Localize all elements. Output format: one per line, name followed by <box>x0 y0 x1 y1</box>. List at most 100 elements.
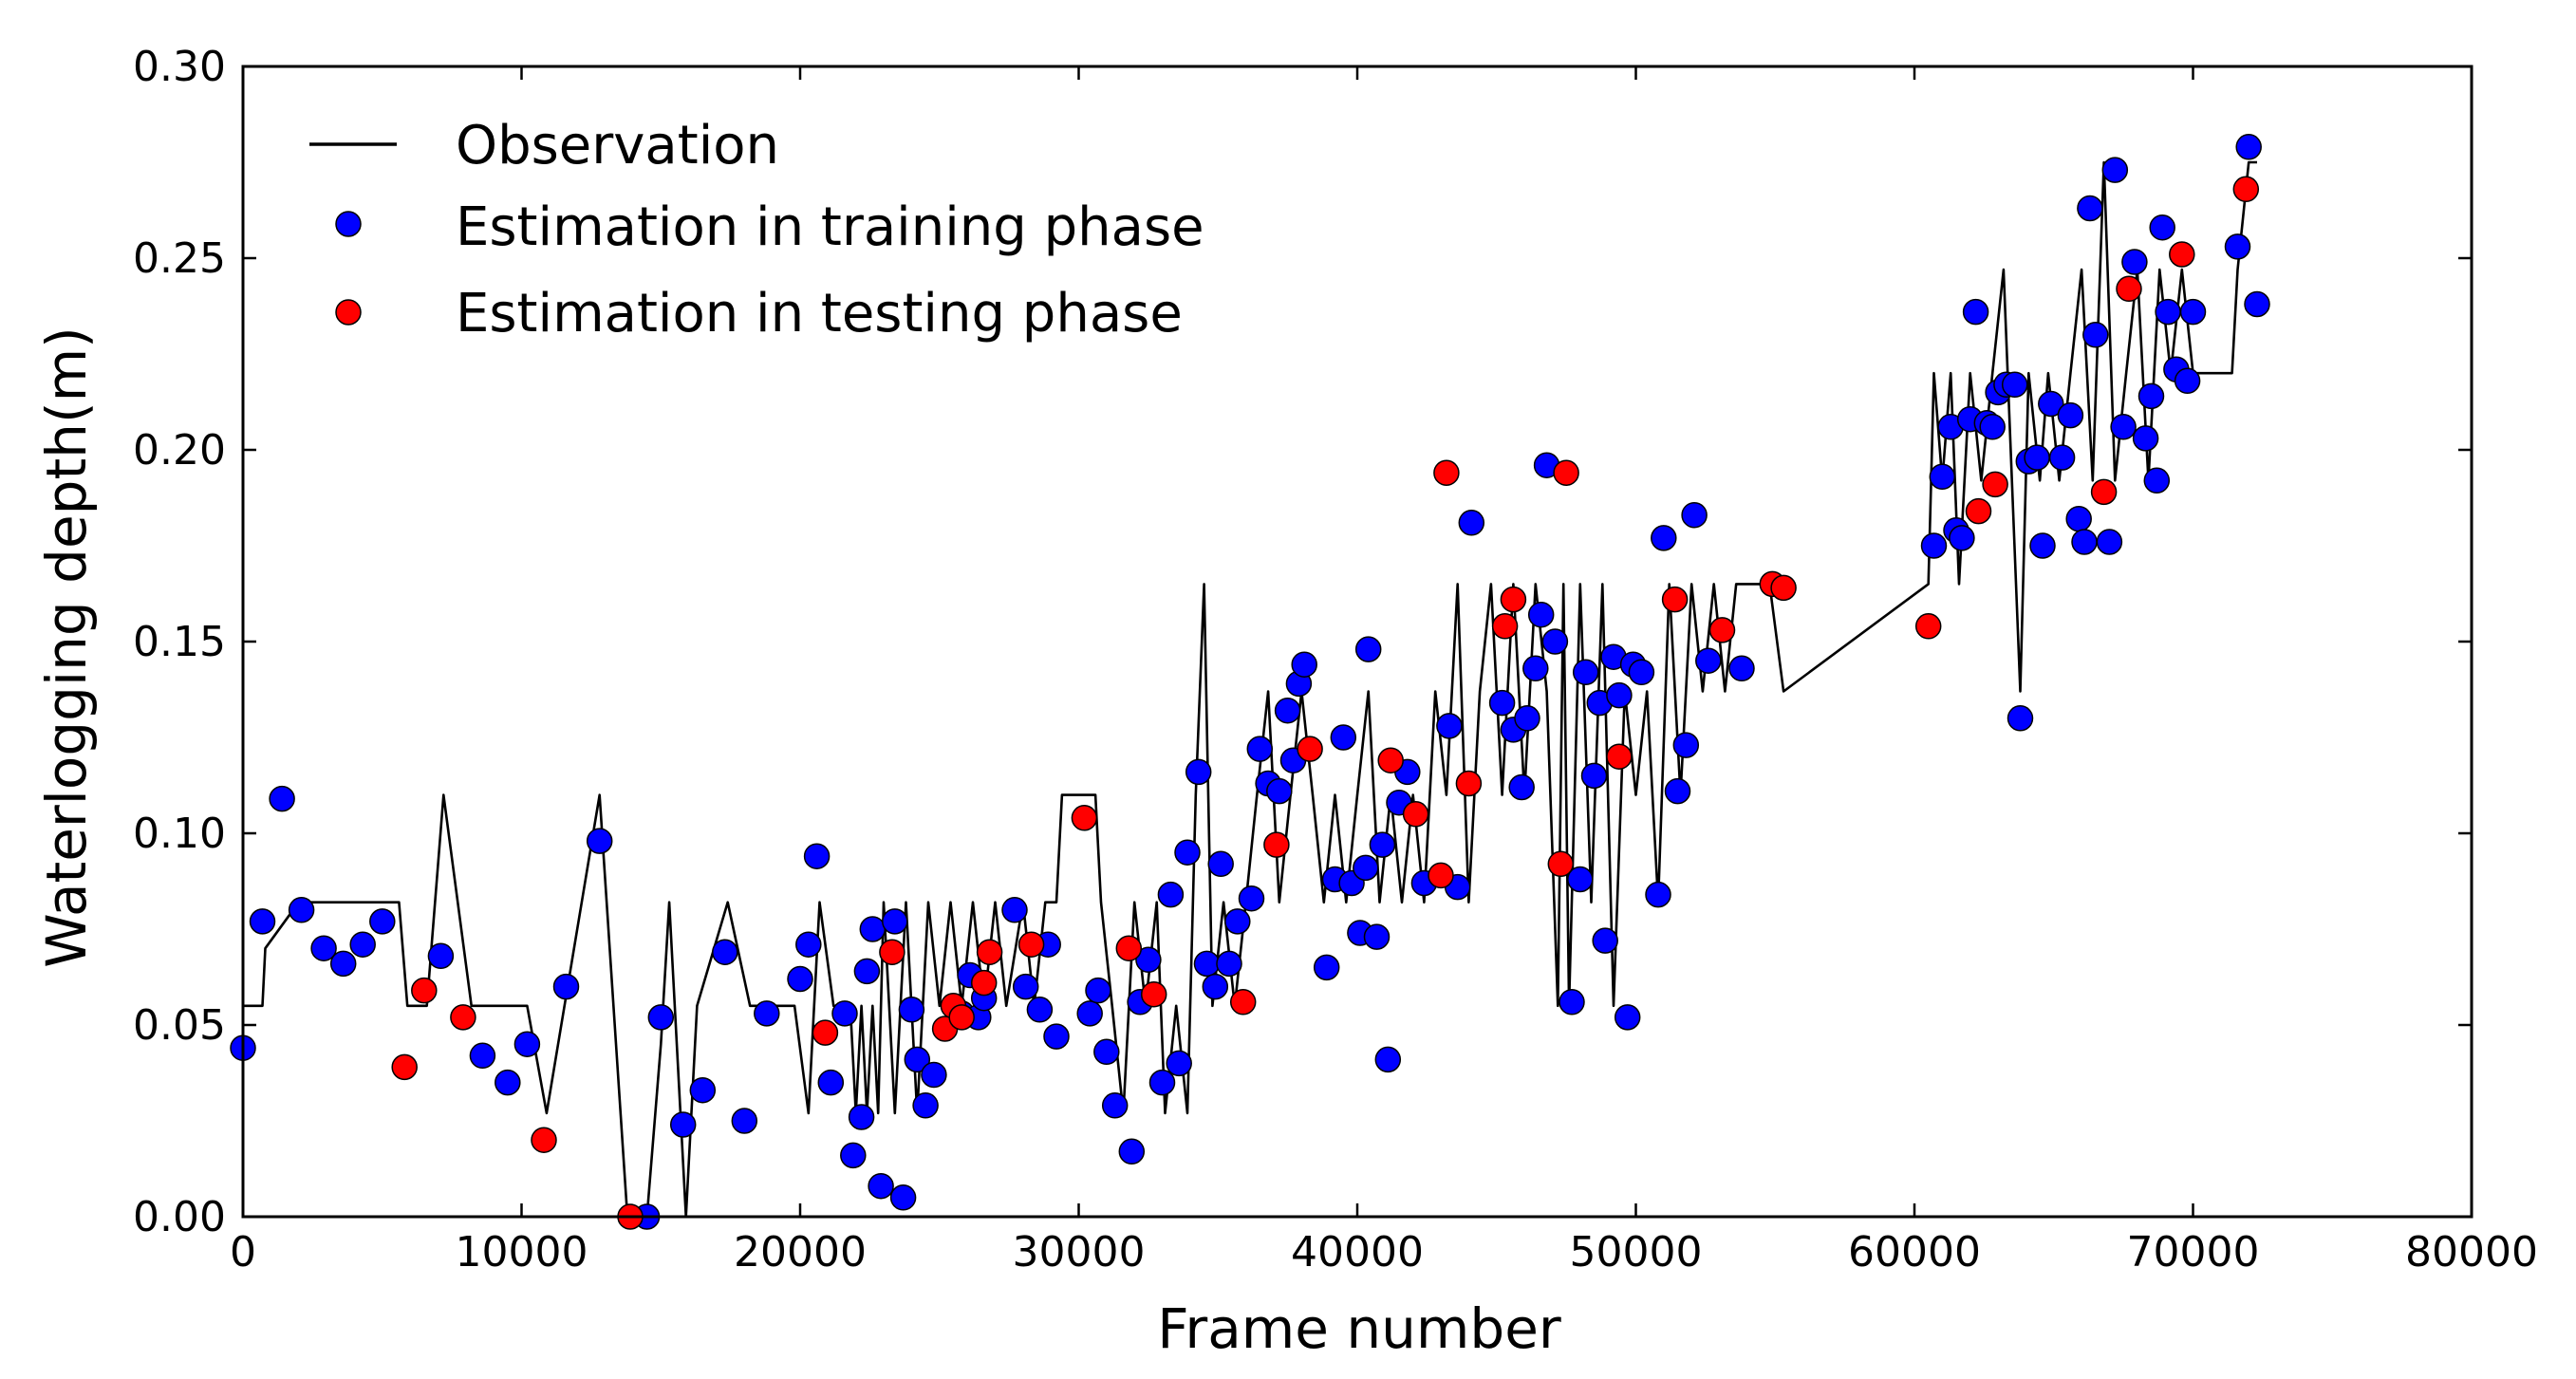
training-point <box>1962 298 1989 326</box>
training-point <box>249 908 276 935</box>
training-point <box>2224 233 2251 260</box>
training-point <box>904 1046 931 1073</box>
x-tick-label: 70000 <box>2127 1228 2260 1277</box>
training-point <box>1118 1138 1146 1165</box>
legend-testing-marker <box>335 299 362 326</box>
training-point <box>1354 636 1382 662</box>
testing-point <box>391 1053 418 1081</box>
training-point <box>912 1092 939 1119</box>
training-point <box>647 1004 675 1031</box>
x-tick-label: 60000 <box>1848 1228 1981 1277</box>
training-point <box>1026 997 1054 1023</box>
testing-point <box>879 939 905 965</box>
training-point <box>1374 1046 1402 1073</box>
testing-point <box>1263 831 1290 858</box>
testing-point <box>1017 931 1045 958</box>
testing-point <box>1661 586 1689 613</box>
training-point <box>1664 777 1691 805</box>
training-point <box>898 997 925 1023</box>
testing-point <box>976 939 1003 965</box>
training-point <box>1043 1023 1070 1050</box>
training-point <box>513 1031 541 1057</box>
training-point <box>1266 777 1293 805</box>
testing-point <box>1115 935 1143 961</box>
training-point <box>1508 773 1535 801</box>
testing-point <box>1455 770 1483 797</box>
training-point <box>2174 367 2201 395</box>
training-point <box>754 1000 780 1027</box>
training-point <box>1614 1004 1641 1031</box>
y-tick-label: 0.15 <box>133 618 226 666</box>
training-point <box>1330 724 1357 751</box>
testing-point <box>1402 801 1429 828</box>
training-point <box>2235 134 2262 160</box>
training-point <box>310 935 337 961</box>
training-point <box>1541 628 1569 655</box>
training-point <box>2121 249 2148 275</box>
training-point <box>1522 655 1549 682</box>
training-point <box>1313 954 1340 981</box>
x-tick-label: 50000 <box>1570 1228 1703 1277</box>
y-tick-label: 0.20 <box>133 426 226 475</box>
training-point <box>817 1069 845 1096</box>
x-tick-label: 20000 <box>734 1228 867 1277</box>
testing-point <box>812 1019 839 1046</box>
training-point <box>787 965 813 993</box>
plot-area <box>230 134 2270 1230</box>
x-tick-label: 80000 <box>2405 1228 2538 1277</box>
training-point <box>1592 927 1618 954</box>
x-axis: 0 10000 20000 30000 40000 50000 60000 70000 8000… <box>230 66 2538 1277</box>
training-point <box>1572 659 1599 686</box>
training-point <box>848 1104 875 1130</box>
training-point <box>1076 1000 1103 1027</box>
training-point <box>427 942 455 970</box>
training-point <box>795 931 822 958</box>
training-point <box>1174 839 1201 866</box>
y-tick-label: 0.10 <box>133 810 226 858</box>
y-axis-label: Waterlogging depth(m) <box>34 326 99 967</box>
testing-point <box>1428 862 1454 889</box>
testing-point <box>1914 613 1942 640</box>
training-point <box>1363 923 1391 950</box>
training-point <box>1246 736 1274 762</box>
training-point <box>2071 529 2098 555</box>
testing-point <box>1500 586 1527 613</box>
training-point <box>1001 897 1028 923</box>
x-tick-label: 40000 <box>1291 1228 1424 1277</box>
testing-point <box>531 1127 557 1153</box>
training-point <box>1157 881 1185 908</box>
training-point <box>1101 1092 1129 1119</box>
training-point <box>1580 762 1608 790</box>
training-point <box>1274 697 1301 724</box>
training-point <box>1651 525 1677 551</box>
testing-point <box>1297 736 1323 762</box>
training-point <box>882 908 908 935</box>
testing-point <box>1547 850 1575 878</box>
legend-observation-label: Observation <box>456 115 779 177</box>
training-point <box>1488 689 1516 717</box>
training-point <box>2057 401 2084 429</box>
training-point <box>1929 463 1956 491</box>
training-point <box>2024 444 2050 471</box>
testing-point <box>2090 478 2118 506</box>
y-tick-label: 0.25 <box>133 234 226 283</box>
training-point <box>1291 651 1317 678</box>
testing-point <box>1965 497 1992 525</box>
training-point <box>2155 298 2181 326</box>
legend-training-marker <box>335 211 362 237</box>
training-point <box>2143 467 2171 494</box>
training-point <box>731 1108 758 1134</box>
legend-training-label: Estimation in training phase <box>456 196 1204 258</box>
testing-point <box>450 1004 476 1031</box>
training-point <box>2007 705 2034 732</box>
testing-point <box>2169 241 2195 268</box>
testing-point <box>1770 574 1797 602</box>
training-point <box>349 931 376 958</box>
legend-testing-label: Estimation in testing phase <box>456 283 1183 345</box>
testing-point <box>1229 989 1257 1016</box>
training-point <box>1193 950 1221 978</box>
training-point <box>1012 973 1039 1000</box>
training-point <box>689 1076 717 1104</box>
y-tick-label: 0.00 <box>133 1193 226 1241</box>
training-point <box>2101 157 2129 183</box>
